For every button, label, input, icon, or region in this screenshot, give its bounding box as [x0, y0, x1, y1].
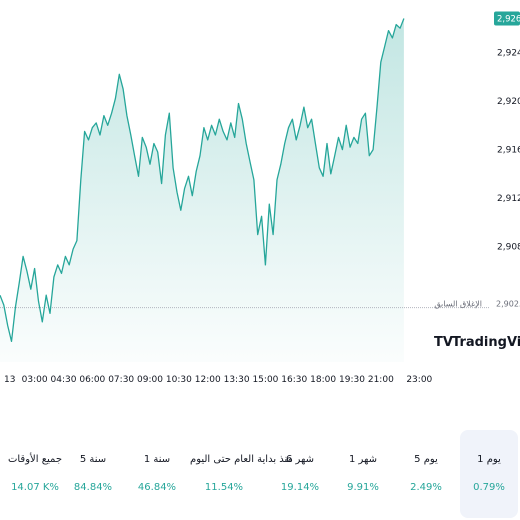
range-tab-change: 19.14% — [280, 482, 320, 493]
range-tab[interactable]: منذ بداية العام حتى اليوم 11.54% — [190, 430, 293, 518]
range-tab-label: منذ بداية العام حتى اليوم — [190, 454, 293, 465]
y-tick-label: 2,924.000 — [497, 48, 520, 58]
y-tick-label: 2,912.000 — [497, 194, 520, 204]
range-tab-label: 5 سنة — [79, 454, 107, 465]
y-tick-label: 2,916.000 — [497, 146, 520, 156]
x-tick-label: 09:00 — [137, 375, 163, 385]
range-tab[interactable]: 5 يوم 2.49% — [397, 430, 455, 518]
x-tick-label: 03:00 — [22, 375, 48, 385]
range-tab[interactable]: 1 يوم 0.79% — [460, 430, 518, 518]
x-tick-label: 16:30 — [281, 375, 307, 385]
y-tick-label: 2,920.000 — [497, 97, 520, 107]
range-tab-change: 46.84% — [137, 482, 177, 493]
x-tick-label: 21:00 — [368, 375, 394, 385]
x-tick-label: 12:00 — [195, 375, 221, 385]
range-tab-label: 1 شهر — [348, 454, 378, 465]
range-tab-label: 1 يوم — [477, 454, 501, 465]
price-line — [0, 18, 405, 343]
x-axis: 13 03:00 04:30 06:00 07:30 09:00 10:30 12:00 13:… — [4, 375, 433, 385]
range-tab-label: 1 سنة — [143, 454, 171, 465]
x-tick-label: 07:30 — [108, 375, 134, 385]
last-price-value: 2,926.800 — [497, 14, 520, 24]
x-tick-label: 18:00 — [310, 375, 336, 385]
price-area-fill — [0, 18, 404, 362]
range-tab-change: 11.54% — [204, 482, 244, 493]
previous-close-label: الإغلاق السابق — [434, 300, 482, 310]
range-tab-change: 9.91% — [347, 482, 379, 493]
range-tab-label: 5 يوم — [414, 454, 438, 465]
range-tab-change: 14.07 K% — [11, 482, 59, 493]
range-tab-label: 6 شهر — [285, 454, 315, 465]
tradingview-logo-mark: TV — [434, 335, 453, 350]
tradingview-logo: TV TradingView — [434, 335, 520, 350]
x-tick-label: 04:30 — [51, 375, 77, 385]
x-tick-label: 06:00 — [79, 375, 105, 385]
price-chart: 2,924.000 2,920.000 2,916.000 2,912.000 2,90… — [0, 11, 520, 385]
y-tick-label: 2,908.000 — [497, 243, 520, 253]
range-tab-change: 2.49% — [410, 482, 442, 493]
x-tick-label: 13:30 — [224, 375, 250, 385]
range-tab[interactable]: 5 سنة 84.84% — [64, 430, 122, 518]
tradingview-logo-text: TradingView — [452, 335, 520, 350]
x-tick-label: 23:00 — [406, 375, 432, 385]
range-tab-label: جميع الأوقات — [7, 454, 63, 465]
y-axis: 2,924.000 2,920.000 2,916.000 2,912.000 2,90… — [497, 48, 520, 252]
x-tick-label: 10:30 — [166, 375, 192, 385]
x-tick-label: 19:30 — [339, 375, 365, 385]
range-tab[interactable]: جميع الأوقات 14.07 K% — [6, 430, 64, 518]
x-tick-label: 15:00 — [252, 375, 278, 385]
last-price-tag: 2,926.800 — [494, 11, 520, 26]
range-tab[interactable]: 6 شهر 19.14% — [271, 430, 329, 518]
previous-close-value: 2,902.975 — [496, 300, 520, 309]
range-tab-change: 0.79% — [473, 482, 505, 493]
last-price-tag-bg — [494, 11, 520, 26]
range-tab-change: 84.84% — [73, 482, 113, 493]
x-tick-label: 13 — [4, 375, 15, 385]
performance-ranges: 1 يوم 0.79% 5 يوم 2.49% 1 شهر 9.91% 6 شهر 19.14… — [0, 430, 520, 518]
range-tab[interactable]: 1 شهر 9.91% — [334, 430, 392, 518]
range-tab[interactable]: 1 سنة 46.84% — [128, 430, 186, 518]
